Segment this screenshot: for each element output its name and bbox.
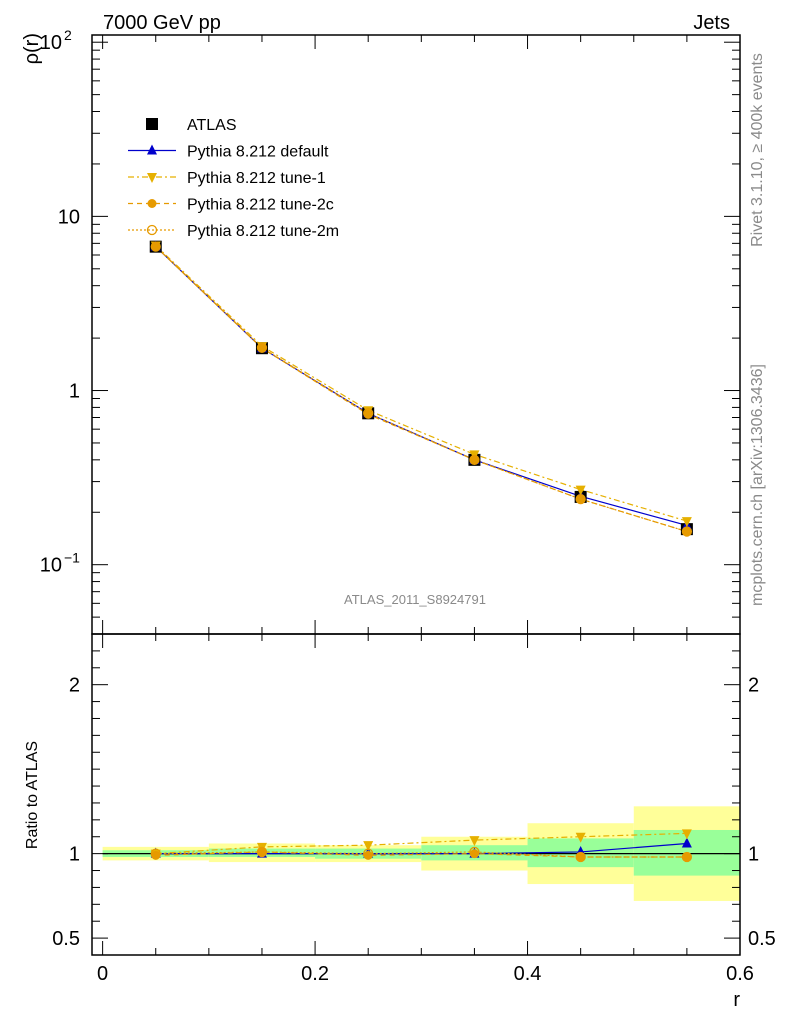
y-tick-label: 10 — [40, 555, 62, 577]
main-series-line — [155, 246, 688, 527]
main-series-line — [155, 246, 688, 533]
ratio-data-point — [469, 846, 480, 858]
legend-marker — [146, 224, 158, 236]
main-data-point — [682, 527, 692, 537]
legend-label: ATLAS — [187, 117, 237, 134]
main-data-point — [469, 455, 479, 465]
analysis-label: ATLAS_2011_S8924791 — [344, 592, 486, 607]
x-tick-label: 0 — [97, 963, 108, 985]
main-data-point — [575, 493, 586, 505]
legend-label: Pythia 8.212 tune-2c — [187, 197, 334, 214]
main-data-point — [150, 241, 161, 252]
main-data-point — [256, 342, 268, 353]
ratio-data-point — [575, 851, 586, 863]
legend-label: Pythia 8.212 tune-2m — [187, 223, 339, 240]
ratio-frame — [91, 633, 741, 956]
mcplots-label: mcplots.cern.ch [arXiv:1306.3436] — [749, 364, 766, 606]
ratio-data-point — [575, 832, 586, 843]
main-data-point — [469, 454, 480, 465]
ratio-y-tick-label-right: 0.5 — [748, 928, 776, 950]
main-data-point — [575, 485, 586, 496]
main-data-point — [363, 408, 374, 419]
rivet-version-label: Rivet 3.1.10, ≥ 400k events — [749, 53, 766, 247]
ratio-data-point — [256, 846, 268, 858]
ratio-data-point — [363, 848, 374, 859]
y-tick-label: 10 — [58, 206, 80, 228]
y-tick-exponent: −1 — [64, 550, 80, 566]
main-data-point — [576, 494, 586, 504]
x-tick-label: 0.4 — [514, 963, 542, 985]
process-label: 7000 GeV pp — [103, 12, 221, 34]
x-tick-label: 0.6 — [726, 963, 754, 985]
legend-marker — [147, 199, 157, 208]
ratio-y-tick-label-left: 2 — [69, 675, 80, 697]
x-tick-label: 0.2 — [301, 963, 329, 985]
ratio-series-line — [155, 832, 687, 855]
ratio-data-point — [681, 837, 692, 848]
observable-label: Jets — [693, 12, 730, 34]
main-data-point — [363, 409, 373, 419]
ratio-series-line — [155, 851, 687, 858]
main-data-point — [257, 343, 267, 353]
ratio-data-point — [363, 841, 374, 852]
ratio-y-tick-label-right: 2 — [748, 675, 759, 697]
y-tick-exponent: 2 — [64, 27, 72, 43]
ratio-y-tick-label-left: 0.5 — [52, 928, 80, 950]
legend-marker — [146, 118, 158, 130]
ratio-panel: 0 0.2 0.4 0.6 0.5 0.5 1 1 2 2 — [52, 35, 776, 985]
ratio-series-line — [155, 842, 687, 855]
ratio-series-line — [155, 851, 687, 858]
main-data-point — [681, 526, 693, 537]
legend-label: Pythia 8.212 tune-1 — [187, 170, 326, 187]
legend: ATLAS Pythia 8.212 default Pythia 8.212 tu… — [128, 117, 339, 240]
main-data-point — [681, 517, 692, 528]
ratio-y-axis-title: Ratio to ATLAS — [24, 741, 41, 849]
y-tick-label: 10 — [40, 32, 62, 54]
main-data-point — [151, 242, 161, 252]
legend-marker — [147, 173, 157, 183]
ratio-data-point — [681, 829, 692, 840]
ratio-data-point — [681, 851, 693, 863]
ratio-y-tick-label-left: 1 — [69, 844, 80, 866]
y-tick-label: 1 — [69, 381, 80, 403]
x-axis-title: r — [733, 989, 740, 1011]
ratio-data-point — [257, 847, 267, 857]
ratio-data-point — [469, 836, 480, 847]
main-series-line — [155, 245, 688, 522]
legend-marker — [147, 144, 157, 155]
legend-label: Pythia 8.212 default — [187, 144, 329, 161]
main-series-line — [155, 246, 688, 533]
ratio-y-tick-label-right: 1 — [748, 844, 759, 866]
main-y-axis-title: ρ(r) — [21, 33, 43, 64]
ratio-data-point — [682, 852, 692, 862]
ratio-data-point — [150, 848, 161, 859]
